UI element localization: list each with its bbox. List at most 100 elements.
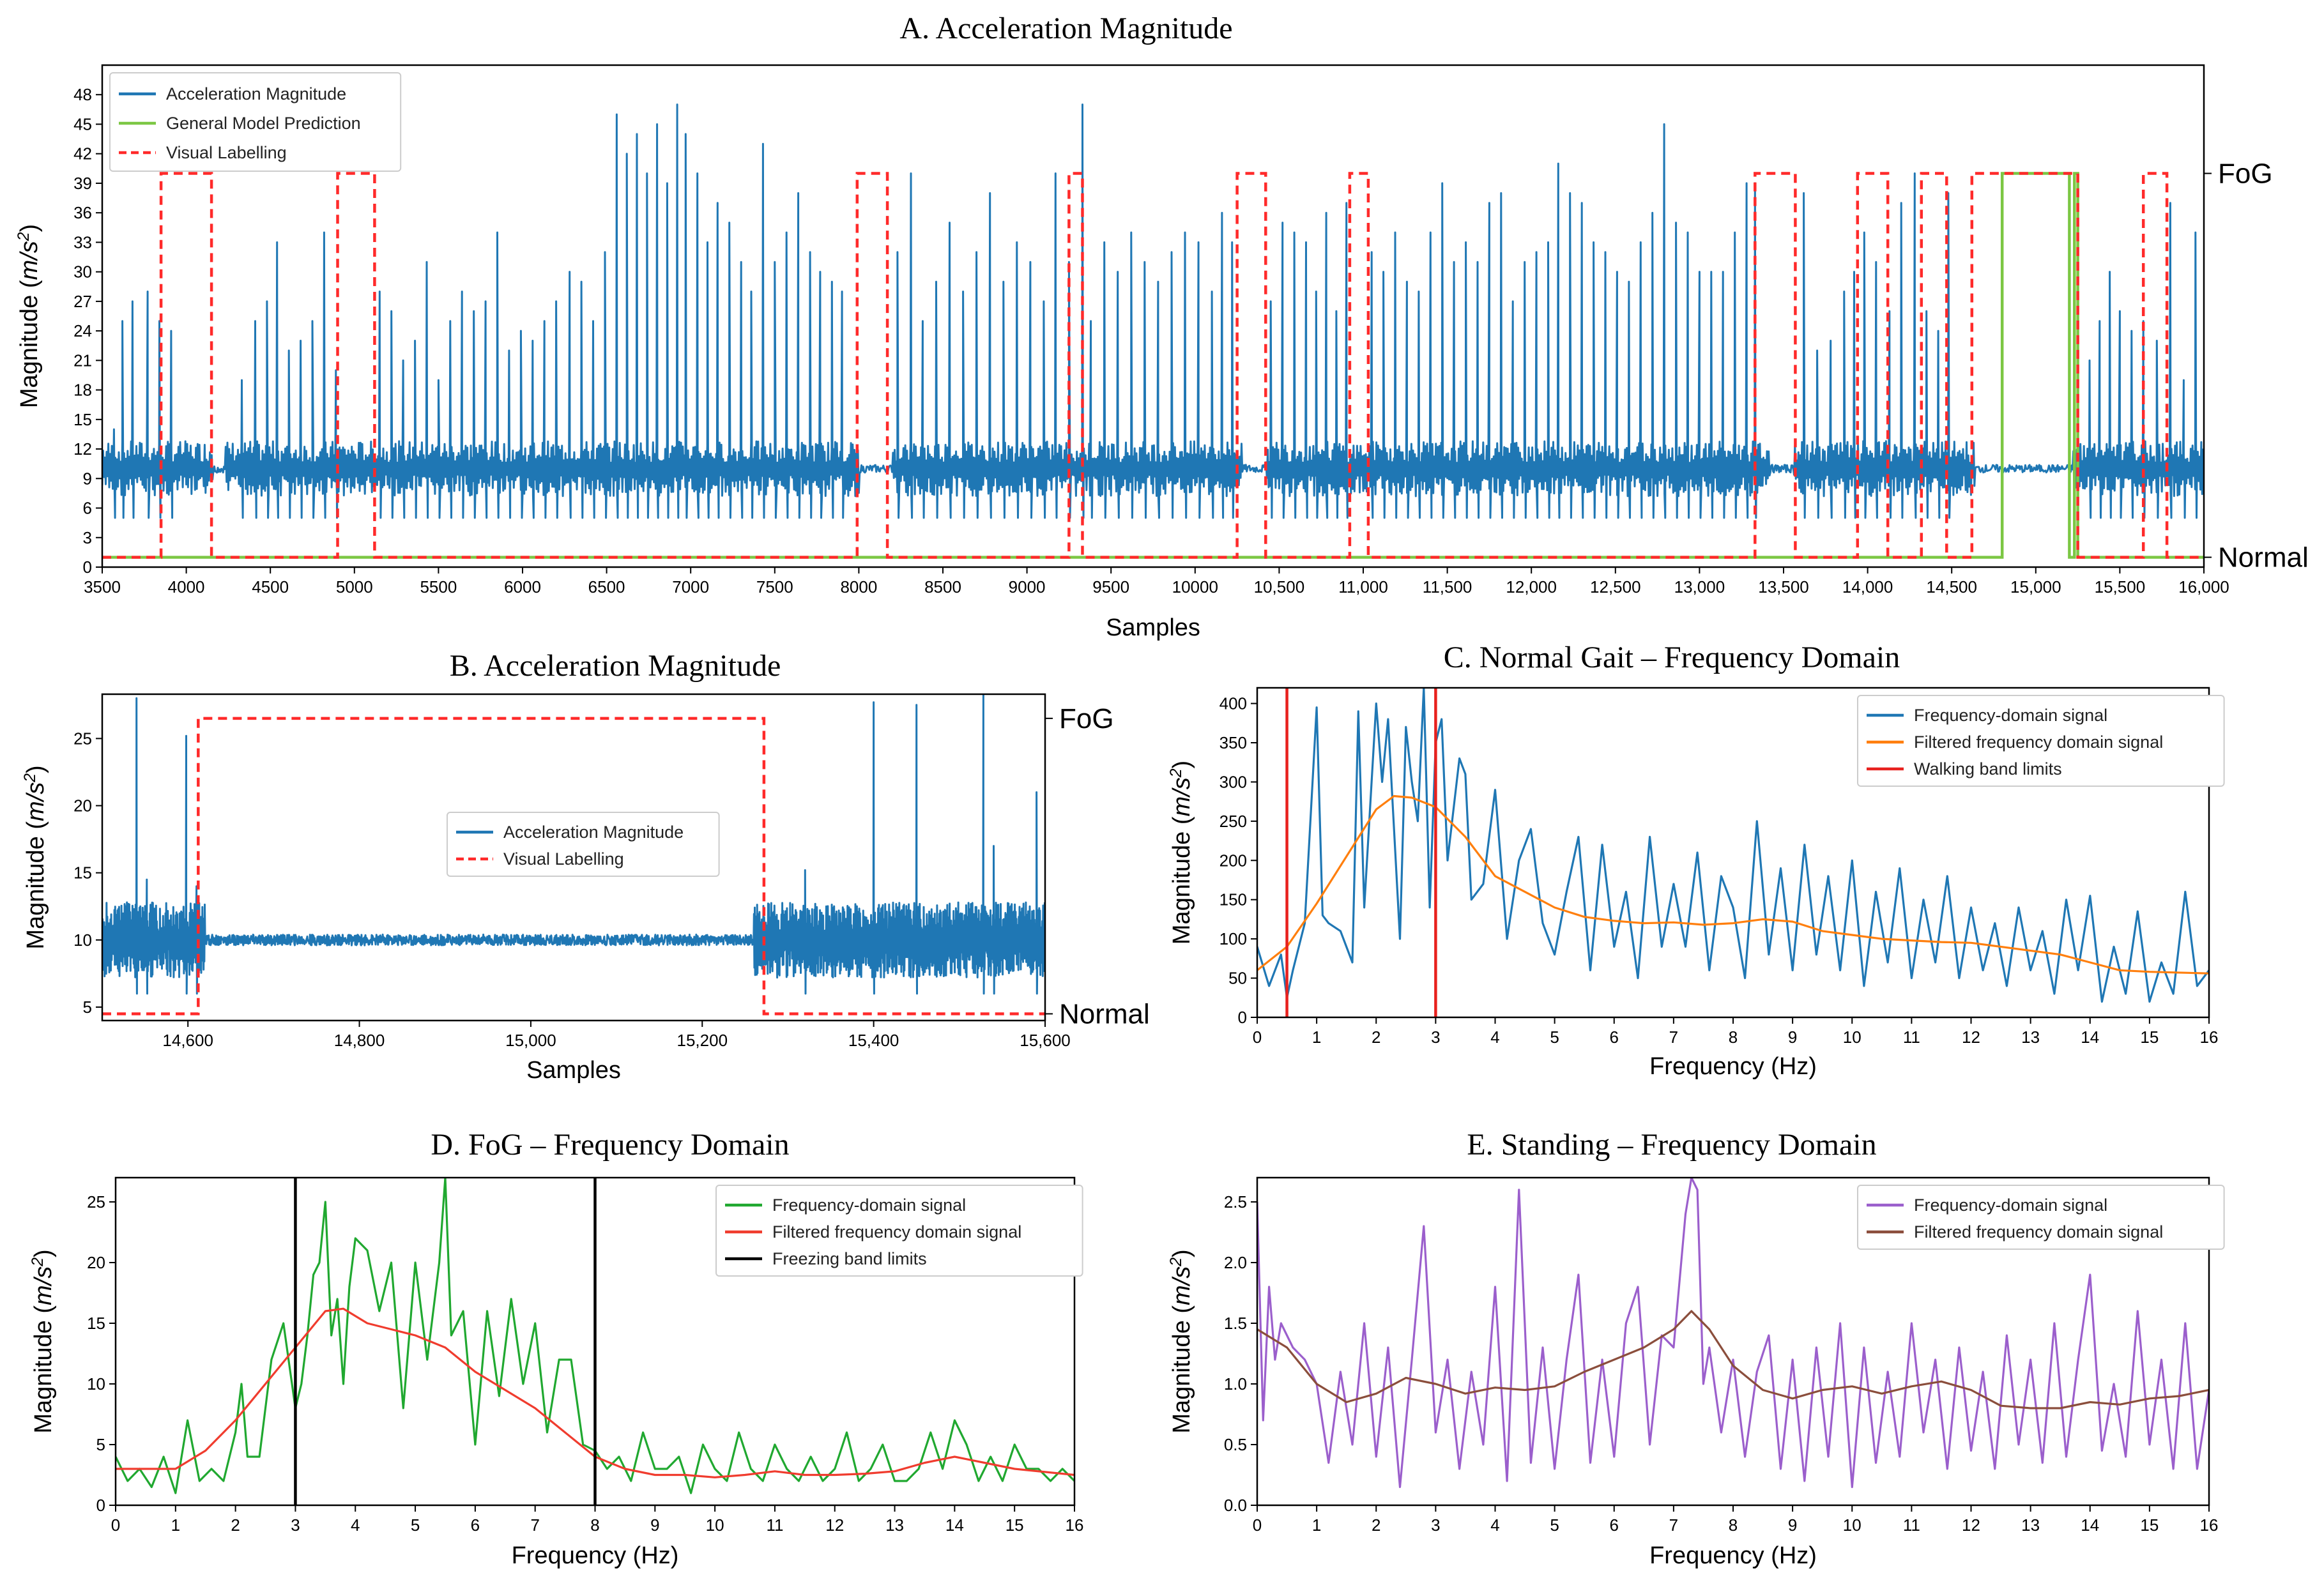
series-line-frequency-domain-signal bbox=[1257, 688, 2209, 1003]
y-tick-label: 36 bbox=[73, 203, 92, 222]
x-tick-label: 0 bbox=[1253, 1028, 1262, 1047]
legend: Acceleration Magnitude General Model Pred… bbox=[109, 72, 402, 172]
x-tick-label: 9 bbox=[1788, 1515, 1797, 1535]
y-axis-label: Magnitude (m/s2) bbox=[1168, 761, 1196, 945]
visual-labelling-line bbox=[102, 717, 1045, 1015]
x-tick-label: 14,600 bbox=[162, 1031, 213, 1050]
x-tick-label: 4 bbox=[351, 1515, 360, 1535]
y-tick-label: 15 bbox=[87, 1314, 105, 1333]
x-tick-label: 15,500 bbox=[2095, 577, 2146, 596]
plot-frame bbox=[101, 64, 2205, 568]
y-tick-label: 21 bbox=[73, 351, 92, 370]
y-tick-label: 42 bbox=[73, 144, 92, 163]
y-axis-label: Magnitude (m/s2) bbox=[1168, 1249, 1196, 1433]
y-tick-label: 0 bbox=[1238, 1008, 1247, 1027]
x-tick-label: 15,000 bbox=[2010, 577, 2061, 596]
x-tick-label: 15,600 bbox=[1020, 1031, 1071, 1050]
y-tick-label: 20 bbox=[87, 1253, 105, 1272]
x-tick-label: 12 bbox=[1962, 1515, 1980, 1535]
x-tick-label: 11 bbox=[1903, 1028, 1920, 1047]
plot-series bbox=[1257, 688, 2209, 1003]
y-tick-label: 2.5 bbox=[1224, 1192, 1247, 1211]
right-state-label: FoG bbox=[1059, 703, 1114, 734]
y-axis-label: Magnitude (m/s2) bbox=[15, 224, 43, 408]
x-tick-label: 11 bbox=[1903, 1515, 1920, 1535]
y-tick-label: 5 bbox=[96, 1435, 105, 1454]
y-tick-label: 3 bbox=[83, 528, 92, 547]
legend-box bbox=[1857, 695, 2225, 787]
x-tick-label: 10,500 bbox=[1254, 577, 1305, 596]
y-tick-label: 12 bbox=[73, 439, 92, 459]
x-tick-label: 5 bbox=[1550, 1028, 1559, 1047]
x-tick-label: 15,200 bbox=[677, 1031, 728, 1050]
x-tick-label: 15,000 bbox=[505, 1031, 556, 1050]
x-tick-label: 13,000 bbox=[1674, 577, 1725, 596]
legend: Acceleration Magnitude Visual Labelling bbox=[447, 812, 720, 877]
x-tick-label: 9500 bbox=[1092, 577, 1129, 596]
x-tick-label: 12 bbox=[1962, 1028, 1980, 1047]
y-tick-label: 0.5 bbox=[1224, 1435, 1247, 1454]
legend-label: Visual Labelling bbox=[166, 143, 287, 162]
x-tick-label: 13,500 bbox=[1758, 577, 1809, 596]
y-tick-label: 250 bbox=[1219, 812, 1247, 831]
y-tick-label: 33 bbox=[73, 232, 92, 252]
chart-title: E. Standing – Frequency Domain bbox=[1467, 1128, 1876, 1162]
x-tick-label: 16 bbox=[1066, 1515, 1084, 1535]
y-tick-label: 27 bbox=[73, 292, 92, 311]
x-tick-label: 10 bbox=[1843, 1028, 1861, 1047]
x-tick-label: 11,000 bbox=[1338, 577, 1388, 596]
legend-label: Visual Labelling bbox=[503, 849, 624, 869]
x-tick-label: 7 bbox=[1669, 1028, 1678, 1047]
acceleration-trace bbox=[102, 103, 2204, 519]
x-tick-label: 4000 bbox=[168, 577, 205, 596]
y-tick-label: 25 bbox=[73, 729, 92, 748]
x-tick-label: 4 bbox=[1490, 1515, 1499, 1535]
x-tick-label: 6500 bbox=[588, 577, 625, 596]
x-tick-label: 8000 bbox=[840, 577, 877, 596]
y-tick-label: 6 bbox=[83, 499, 92, 518]
x-tick-label: 2 bbox=[1372, 1515, 1380, 1535]
x-tick-label: 3 bbox=[1431, 1028, 1440, 1047]
x-tick-label: 3 bbox=[1431, 1515, 1440, 1535]
legend: Frequency-domain signal Filtered frequenc… bbox=[1857, 1185, 2225, 1250]
legend-box bbox=[1857, 1185, 2225, 1250]
chart-title: A. Acceleration Magnitude bbox=[899, 11, 1232, 45]
y-tick-label: 1.0 bbox=[1224, 1374, 1247, 1393]
x-axis-label: Frequency (Hz) bbox=[1649, 1542, 1817, 1569]
x-tick-label: 2 bbox=[231, 1515, 240, 1535]
x-tick-label: 6 bbox=[1610, 1515, 1619, 1535]
x-tick-label: 14,500 bbox=[1926, 577, 1977, 596]
y-tick-label: 0 bbox=[83, 558, 92, 577]
y-tick-label: 50 bbox=[1228, 969, 1247, 988]
x-tick-label: 11,500 bbox=[1423, 577, 1472, 596]
chart-title: C. Normal Gait – Frequency Domain bbox=[1444, 641, 1900, 674]
y-tick-label: 5 bbox=[83, 998, 92, 1017]
x-tick-label: 15 bbox=[2140, 1028, 2159, 1047]
legend-label: Acceleration Magnitude bbox=[166, 84, 346, 103]
x-tick-label: 10000 bbox=[1172, 577, 1218, 596]
visual-labelling-line bbox=[102, 172, 2204, 559]
legend-label: Frequency-domain signal bbox=[772, 1196, 966, 1215]
x-tick-label: 0 bbox=[1253, 1515, 1262, 1535]
x-tick-label: 1 bbox=[1312, 1515, 1321, 1535]
x-tick-label: 11 bbox=[766, 1515, 783, 1535]
y-tick-label: 15 bbox=[73, 410, 92, 429]
x-tick-label: 14 bbox=[945, 1515, 964, 1535]
x-tick-label: 7000 bbox=[672, 577, 709, 596]
y-tick-label: 200 bbox=[1219, 851, 1247, 870]
chart-title: D. FoG – Frequency Domain bbox=[431, 1128, 789, 1162]
series-line-filtered-frequency-domain-signal bbox=[1257, 1310, 2209, 1409]
x-tick-label: 5 bbox=[411, 1515, 420, 1535]
y-tick-label: 1.5 bbox=[1224, 1314, 1247, 1333]
legend-label: General Model Prediction bbox=[166, 114, 361, 133]
panel-B: B. Acceleration Magnitude 14,600 14,800 15,… bbox=[22, 649, 1150, 1084]
legend-label: Filtered frequency domain signal bbox=[1914, 1222, 2163, 1242]
legend: Frequency-domain signal Filtered frequenc… bbox=[1857, 695, 2225, 787]
y-tick-label: 39 bbox=[73, 174, 92, 193]
x-tick-label: 13 bbox=[2021, 1515, 2040, 1535]
legend-box bbox=[715, 1185, 1083, 1277]
legend-label: Freezing band limits bbox=[772, 1249, 927, 1268]
legend: Frequency-domain signal Filtered frequenc… bbox=[715, 1185, 1083, 1277]
x-tick-label: 7500 bbox=[756, 577, 793, 596]
